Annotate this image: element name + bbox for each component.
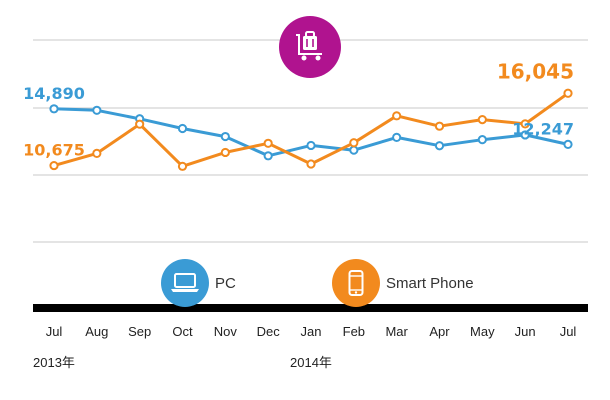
x-tick-label: Jun: [515, 324, 536, 339]
data-point: [220, 131, 230, 142]
x-tick-label: Oct: [172, 324, 193, 339]
x-tick-label: Jul: [560, 324, 577, 339]
data-point: [563, 139, 573, 150]
x-tick-label: Mar: [385, 324, 408, 339]
data-label: 16,045: [497, 59, 574, 83]
data-point: [520, 130, 530, 140]
x-tick-label: May: [470, 324, 495, 339]
data-point: [49, 160, 59, 171]
year-label: 2014年: [290, 355, 332, 370]
x-tick-label: Apr: [429, 324, 450, 339]
data-point: [392, 111, 402, 121]
data-point: [263, 138, 273, 148]
data-point: [477, 114, 487, 125]
x-axis-bar: [33, 304, 588, 312]
data-point: [520, 119, 530, 129]
laptop-icon: [161, 259, 209, 307]
data-point: [177, 161, 188, 171]
data-point: [434, 141, 445, 151]
x-tick-label: Feb: [343, 324, 365, 339]
data-label: 10,675: [23, 141, 85, 160]
data-point: [263, 151, 273, 161]
x-tick-label: Sep: [128, 324, 151, 339]
legend-item-smart-phone: Smart Phone: [332, 259, 474, 307]
x-tick-label: Jul: [46, 324, 63, 339]
x-tick-label: Aug: [85, 324, 108, 339]
x-tick-label: Nov: [214, 324, 238, 339]
x-tick-label: Jan: [301, 324, 322, 339]
data-point: [434, 121, 445, 131]
data-point: [92, 105, 102, 115]
x-tick-label: Dec: [257, 324, 281, 339]
data-point: [135, 119, 145, 129]
legend-label: PC: [215, 275, 236, 292]
legend-item-pc: PC: [161, 259, 236, 307]
data-point: [177, 123, 188, 134]
data-point: [392, 132, 402, 142]
luggage-cart-icon: [279, 16, 341, 78]
data-label: 14,890: [23, 84, 85, 103]
data-point: [220, 147, 230, 158]
data-label: 12,247: [512, 119, 574, 138]
data-point: [49, 104, 59, 114]
data-point: [349, 138, 359, 148]
legend-label: Smart Phone: [386, 275, 474, 292]
data-point: [306, 140, 316, 151]
data-point: [306, 159, 316, 169]
data-point: [477, 135, 487, 145]
smartphone-icon: [332, 259, 380, 307]
year-label: 2013年: [33, 355, 75, 370]
data-point: [92, 148, 102, 158]
data-point: [349, 145, 359, 155]
series-line-smart-phone: [53, 92, 569, 168]
data-point: [563, 88, 573, 98]
